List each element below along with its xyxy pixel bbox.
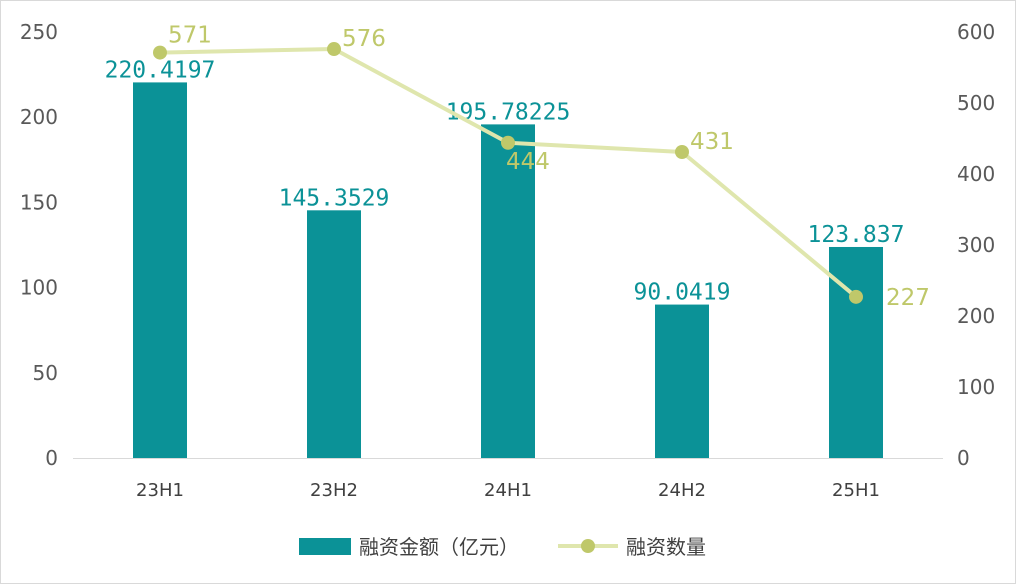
line-point <box>501 135 515 150</box>
y-left-tick-label: 200 <box>20 105 58 129</box>
line-point <box>327 42 341 57</box>
y-right-tick-label: 0 <box>957 446 970 470</box>
y-left-tick-label: 100 <box>20 276 58 300</box>
y-left-tick-label: 150 <box>20 190 58 214</box>
line-data-label: 576 <box>342 26 386 52</box>
line-data-label: 571 <box>168 23 212 49</box>
line-data-label: 431 <box>690 129 734 155</box>
bar <box>307 210 361 458</box>
bar <box>133 82 187 458</box>
line-point <box>675 144 689 159</box>
y-left-tick-label: 0 <box>45 446 58 470</box>
bar-data-label: 123.837 <box>808 222 905 248</box>
y-right-tick-label: 600 <box>957 20 995 44</box>
x-tick-label: 23H2 <box>310 480 358 501</box>
legend-line-label: 融资数量 <box>626 535 706 559</box>
bar <box>481 124 535 458</box>
legend-bar-swatch <box>299 538 351 555</box>
bar-data-label: 220.4197 <box>105 57 216 83</box>
x-tick-label: 25H1 <box>832 480 880 501</box>
legend-line-marker <box>581 539 595 553</box>
x-tick-label: 23H1 <box>136 480 184 501</box>
legend-bar-label: 融资金额（亿元） <box>359 535 519 559</box>
y-right-tick-label: 300 <box>957 233 995 257</box>
x-tick-label: 24H2 <box>658 480 706 501</box>
line-point <box>153 45 167 60</box>
y-right-tick-label: 500 <box>957 91 995 115</box>
y-right-tick-label: 400 <box>957 162 995 186</box>
bar-data-label: 145.3529 <box>279 185 390 211</box>
y-right-tick-label: 200 <box>957 304 995 328</box>
y-left-tick-label: 250 <box>20 20 58 44</box>
y-left-tick-label: 50 <box>33 361 58 385</box>
bar-data-label: 90.0419 <box>634 280 731 306</box>
x-tick-label: 24H1 <box>484 480 532 501</box>
line-point <box>849 289 863 304</box>
bar <box>655 304 709 458</box>
line-data-label: 227 <box>886 285 930 311</box>
line-data-label: 444 <box>506 149 550 175</box>
y-right-tick-label: 100 <box>957 375 995 399</box>
